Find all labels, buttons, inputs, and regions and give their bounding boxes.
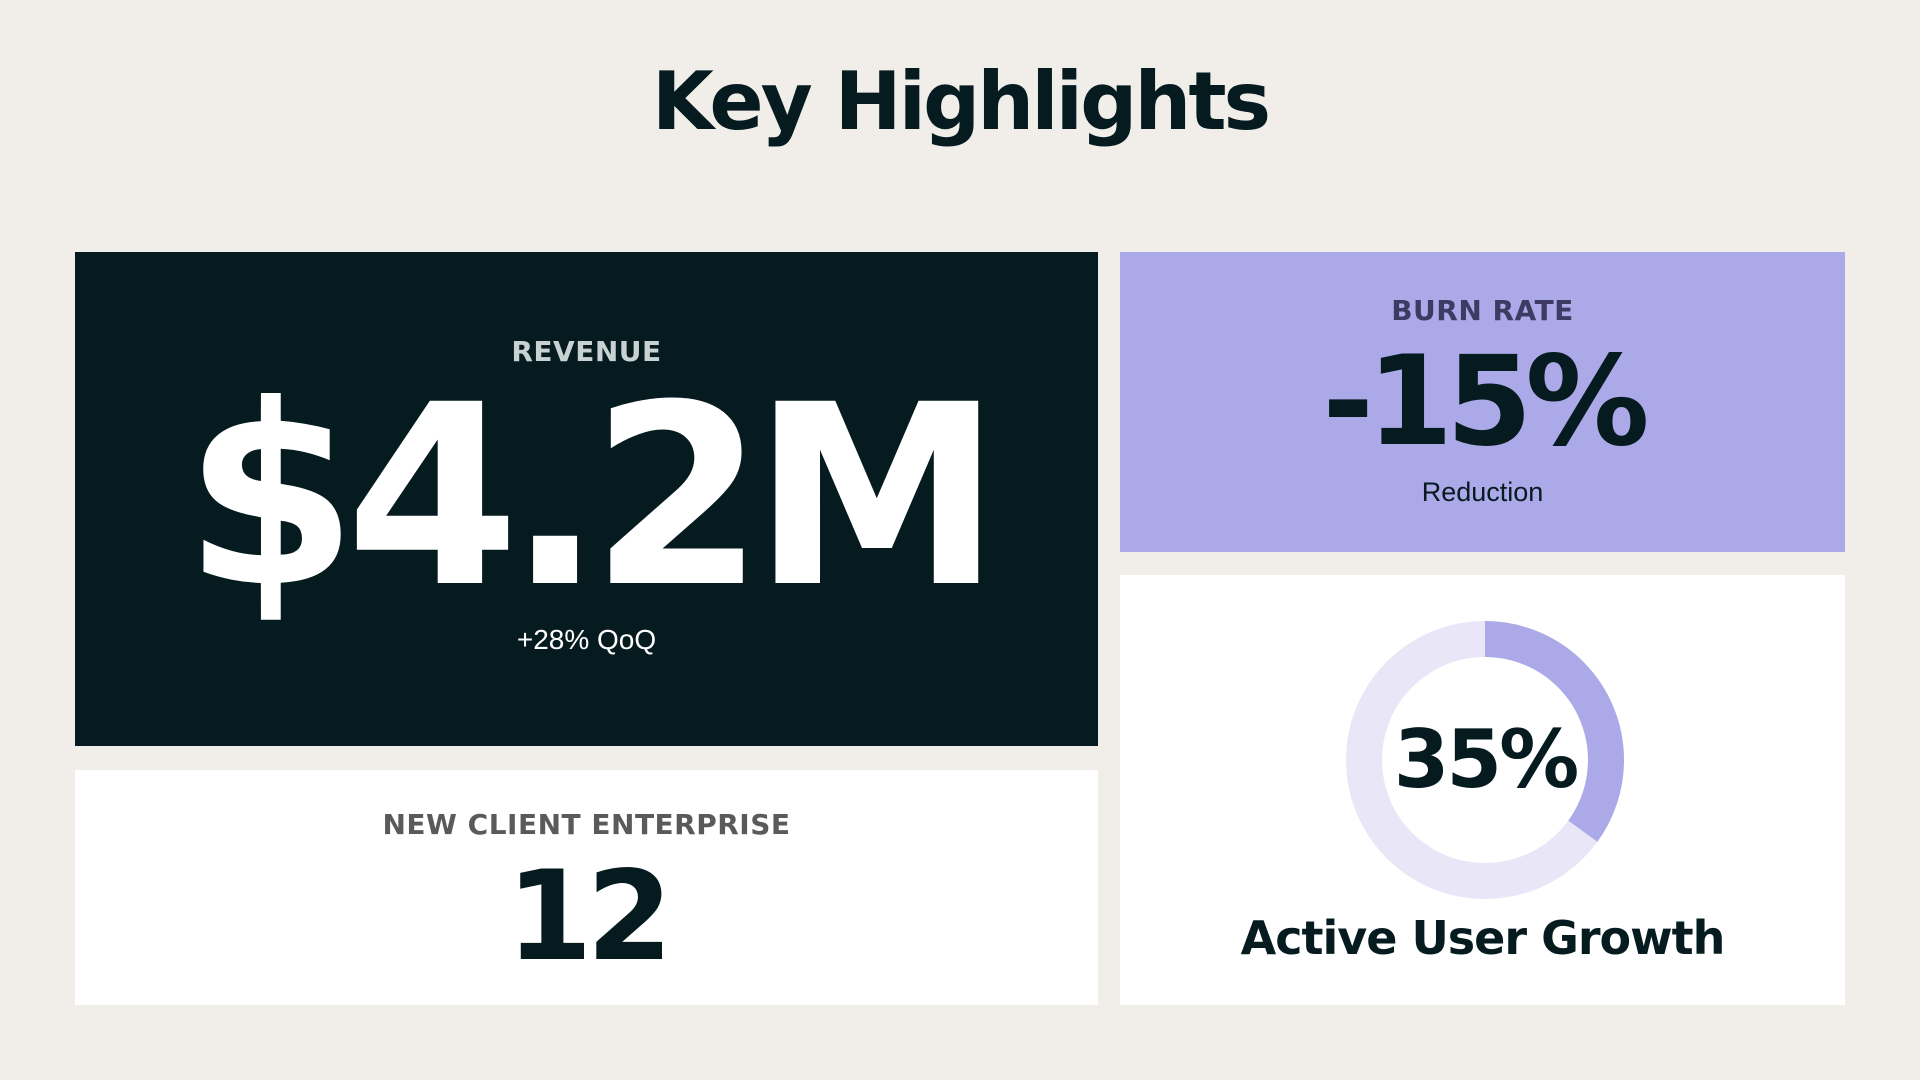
new-clients-value: 12 xyxy=(506,845,673,989)
slide-title: Key Highlights xyxy=(651,55,1271,148)
revenue-card: REVENUE $4.2M +28% QoQ xyxy=(75,252,1098,746)
active-users-label: Active User Growth xyxy=(1240,911,1726,965)
active-users-value: 35% xyxy=(1393,713,1579,806)
burn-rate-caption: Reduction xyxy=(1421,477,1544,507)
active-users-donut xyxy=(1346,621,1624,899)
new-clients-card: NEW CLIENT ENTERPRISE 12 xyxy=(75,770,1098,1005)
donut-progress-arc xyxy=(1346,621,1624,899)
revenue-value: $4.2M xyxy=(183,351,1002,642)
burn-rate-label: BURN RATE xyxy=(1391,294,1574,327)
burn-rate-card: BURN RATE -15% Reduction xyxy=(1120,252,1845,552)
burn-rate-value: -15% xyxy=(1322,330,1649,474)
revenue-change: +28% QoQ xyxy=(516,624,657,655)
new-clients-label: NEW CLIENT ENTERPRISE xyxy=(382,808,791,841)
revenue-label: REVENUE xyxy=(511,335,662,368)
active-users-card: 35% Active User Growth xyxy=(1120,575,1845,1005)
